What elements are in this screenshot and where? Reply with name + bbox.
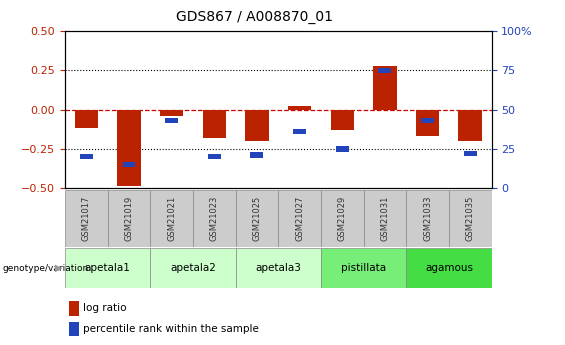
Bar — [202, 110, 226, 138]
Bar — [107, 190, 150, 247]
Text: GSM21021: GSM21021 — [167, 196, 176, 241]
Text: GSM21025: GSM21025 — [253, 196, 262, 241]
Text: GDS867 / A008870_01: GDS867 / A008870_01 — [176, 10, 333, 24]
Bar — [279, 190, 321, 247]
Bar — [416, 110, 440, 136]
Text: pistillata: pistillata — [341, 263, 386, 273]
Bar — [449, 190, 492, 247]
Bar — [117, 110, 141, 186]
Bar — [236, 248, 321, 288]
Bar — [65, 190, 107, 247]
Text: GSM21023: GSM21023 — [210, 196, 219, 241]
Bar — [69, 301, 79, 316]
Text: GSM21027: GSM21027 — [295, 196, 304, 241]
Text: apetala1: apetala1 — [85, 263, 131, 273]
Bar — [406, 190, 449, 247]
Bar — [364, 190, 406, 247]
Bar — [379, 68, 392, 73]
Bar — [331, 110, 354, 130]
Bar — [250, 152, 263, 158]
Bar — [336, 146, 349, 151]
Text: log ratio: log ratio — [83, 303, 127, 313]
Text: ▶: ▶ — [55, 263, 62, 273]
Bar — [160, 110, 184, 116]
Text: GSM21031: GSM21031 — [380, 196, 389, 241]
Bar — [236, 190, 278, 247]
Bar — [321, 190, 364, 247]
Text: apetala2: apetala2 — [170, 263, 216, 273]
Bar — [65, 248, 150, 288]
Bar — [406, 248, 492, 288]
Bar — [245, 110, 269, 141]
Text: percentile rank within the sample: percentile rank within the sample — [83, 324, 259, 334]
Bar — [458, 110, 482, 141]
Bar — [288, 106, 311, 110]
Bar — [208, 154, 221, 159]
Text: GSM21017: GSM21017 — [82, 196, 91, 241]
Text: agamous: agamous — [425, 263, 473, 273]
Text: apetala3: apetala3 — [255, 263, 301, 273]
Text: GSM21029: GSM21029 — [338, 196, 347, 241]
Bar — [150, 190, 193, 247]
Bar — [80, 154, 93, 159]
Text: GSM21033: GSM21033 — [423, 196, 432, 241]
Bar — [123, 162, 136, 167]
Bar — [321, 248, 406, 288]
Bar — [293, 129, 306, 134]
Bar — [193, 190, 236, 247]
Text: GSM21019: GSM21019 — [124, 196, 133, 241]
Text: GSM21035: GSM21035 — [466, 196, 475, 241]
Bar — [69, 322, 79, 336]
Text: genotype/variation: genotype/variation — [3, 264, 89, 273]
Bar — [373, 66, 397, 110]
Bar — [165, 118, 178, 123]
Bar — [421, 118, 434, 123]
Bar — [464, 151, 477, 156]
Bar — [75, 110, 98, 128]
Bar — [150, 248, 236, 288]
